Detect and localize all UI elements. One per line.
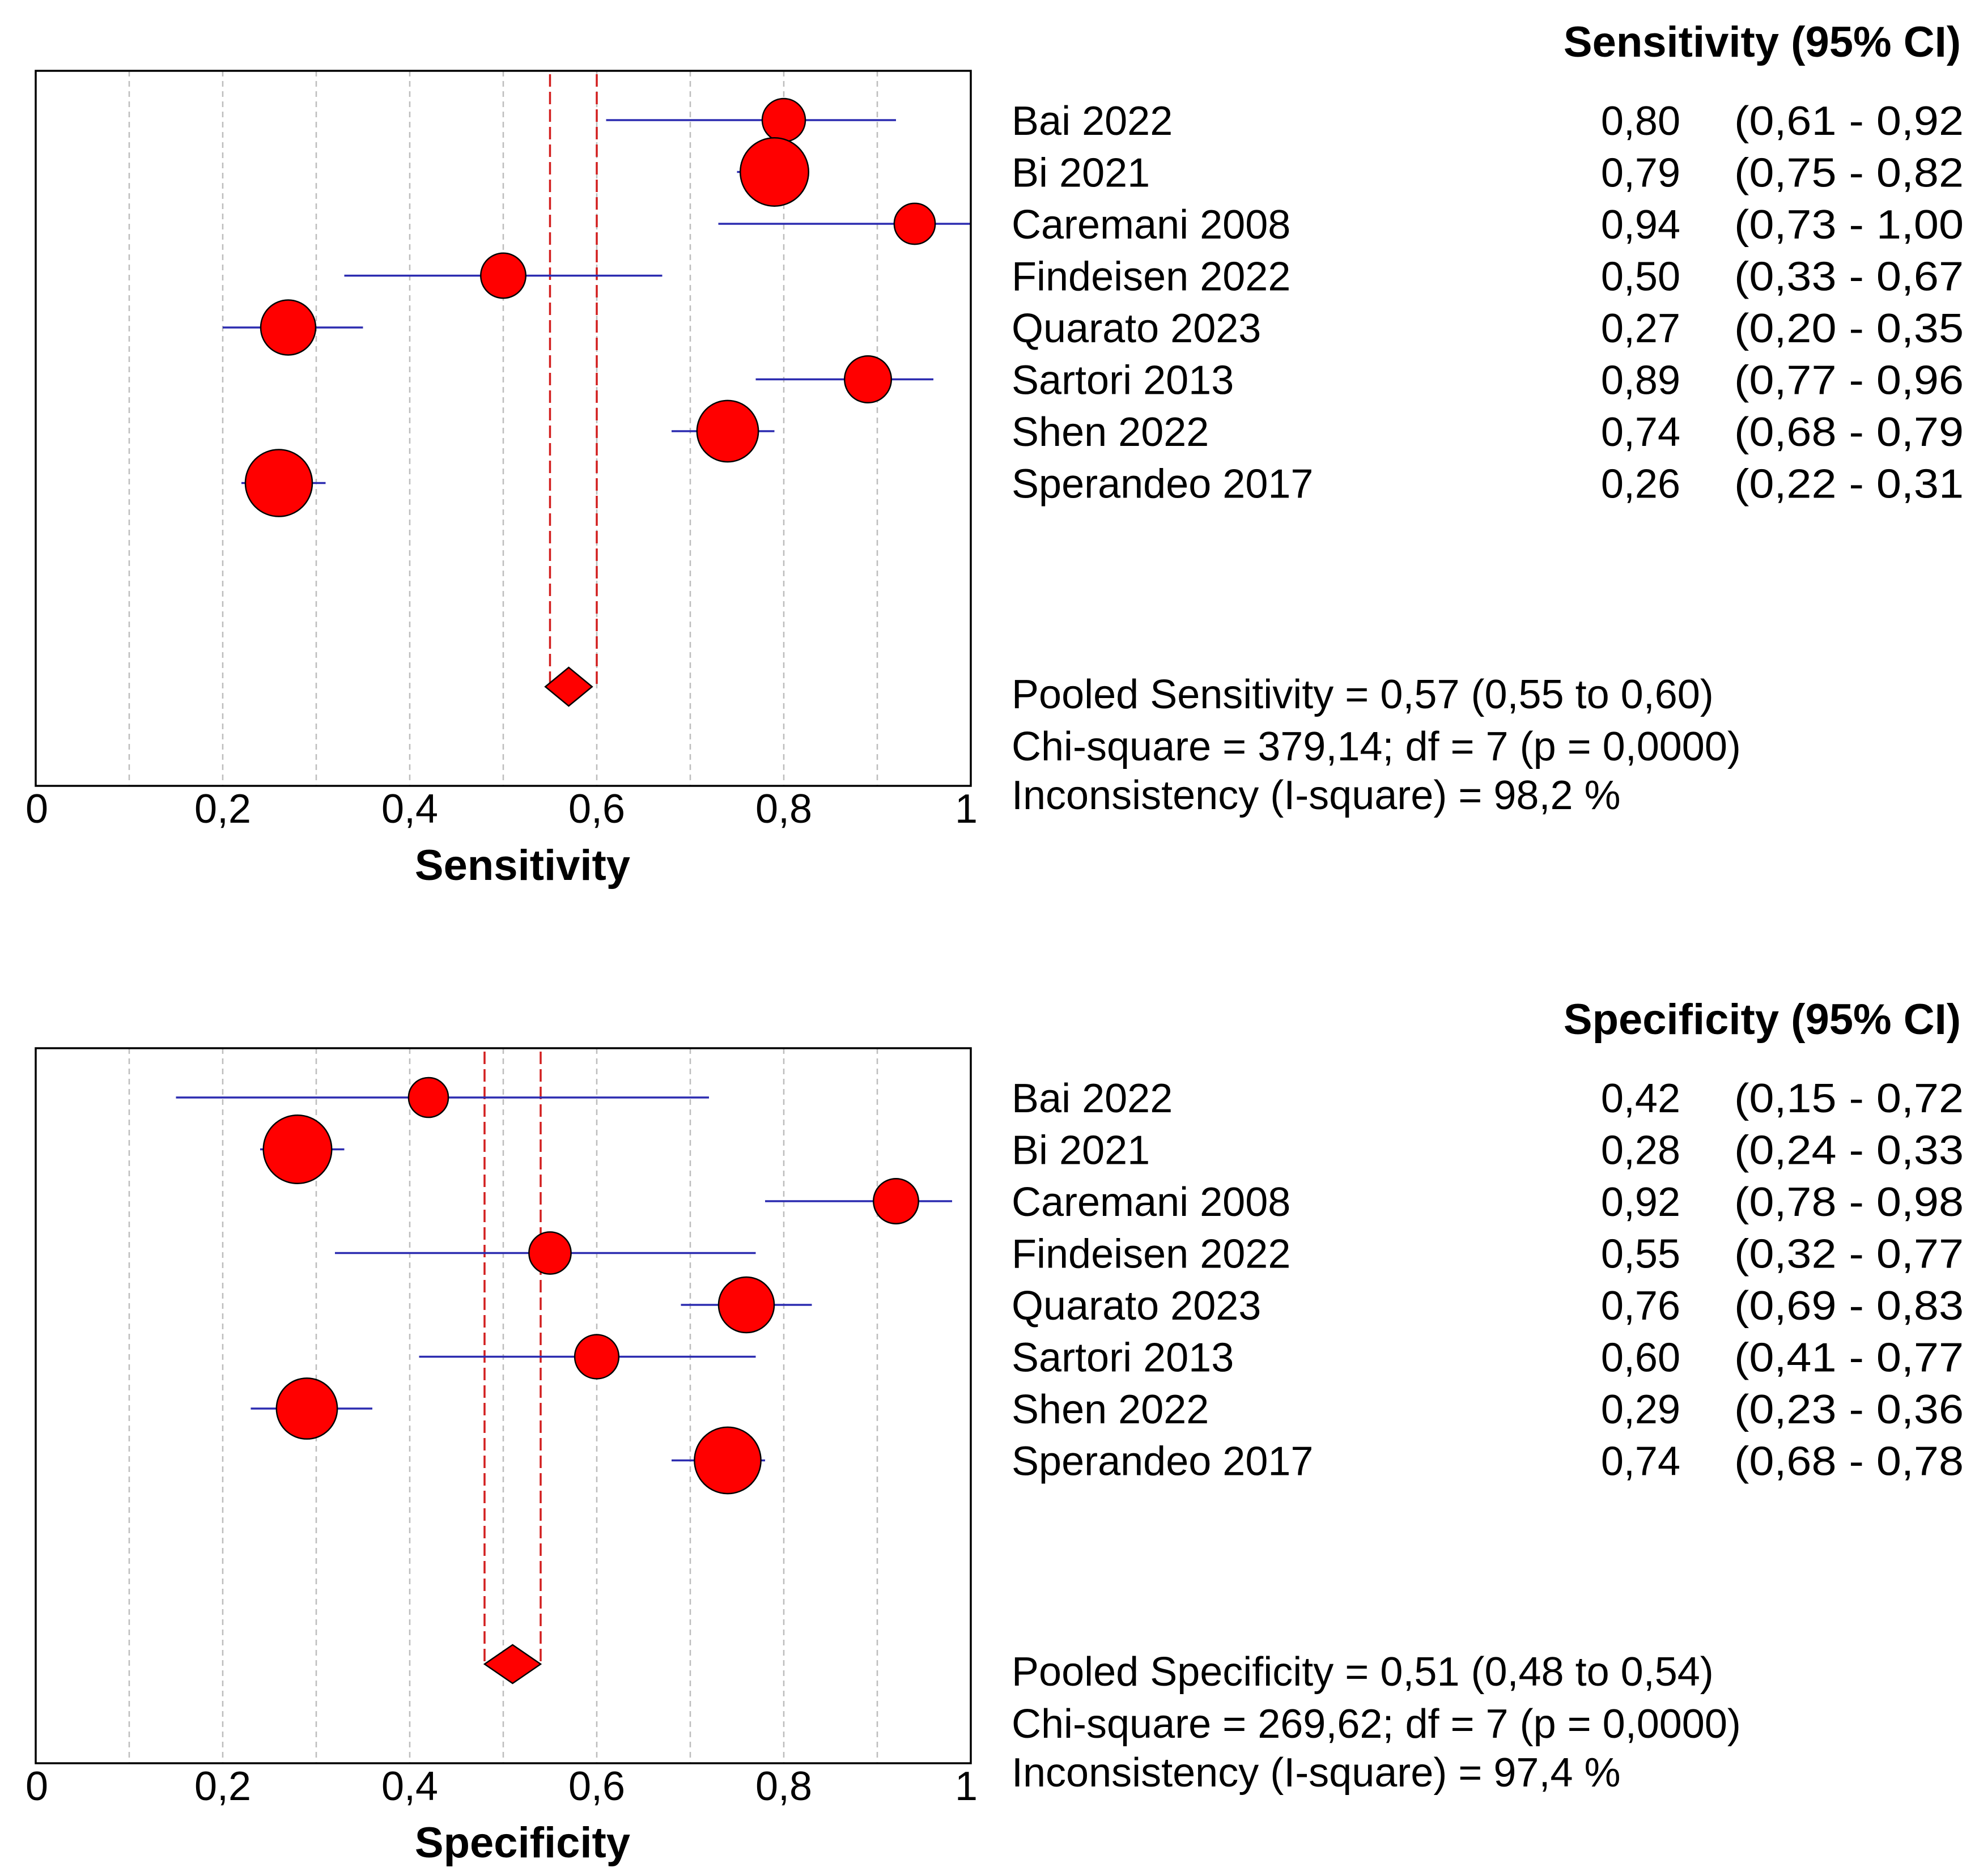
study-name: Bi 2021 bbox=[1012, 151, 1150, 196]
study-estimate: 0,50 bbox=[1601, 254, 1680, 300]
study-name: Sperandeo 2017 bbox=[1012, 462, 1313, 507]
study-ci: (0,68 - 0,78 bbox=[1734, 1439, 1964, 1484]
study-name: Quarato 2023 bbox=[1012, 1283, 1261, 1329]
study-marker bbox=[244, 449, 313, 517]
pooled-diamond bbox=[544, 666, 593, 707]
study-ci: (0,77 - 0,96 bbox=[1734, 358, 1964, 403]
study-ci: (0,23 - 0,36 bbox=[1734, 1387, 1964, 1432]
study-ci: (0,24 - 0,33 bbox=[1734, 1128, 1964, 1173]
study-marker bbox=[717, 1276, 775, 1334]
study-name: Shen 2022 bbox=[1012, 410, 1209, 455]
x-tick-label: 0 bbox=[26, 786, 48, 832]
x-tick-label: 0,2 bbox=[194, 1764, 251, 1809]
study-estimate: 0,76 bbox=[1601, 1283, 1680, 1329]
study-name: Sartori 2013 bbox=[1012, 1335, 1234, 1381]
study-ci: (0,75 - 0,82 bbox=[1734, 151, 1964, 196]
study-ci: (0,41 - 0,77 bbox=[1734, 1335, 1964, 1381]
study-name: Bai 2022 bbox=[1012, 1076, 1173, 1121]
x-tick-label: 0,4 bbox=[381, 786, 438, 832]
x-tick-label: 0,8 bbox=[755, 786, 812, 832]
study-name: Sperandeo 2017 bbox=[1012, 1439, 1313, 1484]
study-ci: (0,61 - 0,92 bbox=[1734, 99, 1964, 144]
x-axis-label: Specificity bbox=[415, 1819, 630, 1867]
study-estimate: 0,94 bbox=[1601, 202, 1680, 248]
study-ci: (0,33 - 0,67 bbox=[1734, 254, 1964, 300]
study-estimate: 0,79 bbox=[1601, 151, 1680, 196]
study-estimate: 0,55 bbox=[1601, 1232, 1680, 1277]
study-ci: (0,69 - 0,83 bbox=[1734, 1283, 1964, 1329]
x-tick-label: 0,8 bbox=[755, 1764, 812, 1809]
study-ci: (0,22 - 0,31 bbox=[1734, 462, 1964, 507]
study-name: Sartori 2013 bbox=[1012, 358, 1234, 403]
study-name: Shen 2022 bbox=[1012, 1387, 1209, 1432]
x-tick-label: 0,4 bbox=[381, 1764, 438, 1809]
study-marker bbox=[740, 137, 809, 207]
study-marker bbox=[694, 1426, 762, 1495]
study-name: Bai 2022 bbox=[1012, 99, 1173, 144]
study-marker bbox=[528, 1231, 572, 1275]
study-ci: (0,15 - 0,72 bbox=[1734, 1076, 1964, 1121]
table-header: Sensitivity (95% CI) bbox=[1564, 18, 1961, 66]
study-name: Caremani 2008 bbox=[1012, 202, 1290, 248]
study-ci: (0,20 - 0,35 bbox=[1734, 306, 1964, 351]
study-marker bbox=[262, 1114, 333, 1184]
x-axis-label: Sensitivity bbox=[415, 841, 630, 890]
study-ci: (0,73 - 1,00 bbox=[1734, 202, 1964, 248]
study-estimate: 0,42 bbox=[1601, 1076, 1680, 1121]
study-ci: (0,68 - 0,79 bbox=[1734, 410, 1964, 455]
inconsistency-text: Inconsistency (I-square) = 97,4 % bbox=[1012, 1750, 1621, 1796]
x-tick-label: 0,6 bbox=[568, 786, 625, 832]
study-estimate: 0,80 bbox=[1601, 99, 1680, 144]
study-name: Bi 2021 bbox=[1012, 1128, 1150, 1173]
study-marker bbox=[843, 355, 893, 404]
plot-frame bbox=[35, 70, 972, 787]
study-estimate: 0,27 bbox=[1601, 306, 1680, 351]
study-estimate: 0,26 bbox=[1601, 462, 1680, 507]
study-marker bbox=[407, 1077, 449, 1118]
pooled-diamond bbox=[483, 1644, 542, 1684]
study-ci: (0,32 - 0,77 bbox=[1734, 1232, 1964, 1277]
inconsistency-text: Inconsistency (I-square) = 98,2 % bbox=[1012, 773, 1621, 818]
study-marker bbox=[275, 1377, 338, 1440]
forest-panel-specificity: Bai 2022 0,42 (0,15 - 0,72 Bi 2021 0,28 (0,24… bbox=[26, 996, 1964, 1867]
study-marker bbox=[893, 202, 936, 245]
study-estimate: 0,89 bbox=[1601, 358, 1680, 403]
study-name: Quarato 2023 bbox=[1012, 306, 1261, 351]
x-tick-label: 0,2 bbox=[194, 786, 251, 832]
pooled-estimate-text: Pooled Specificity = 0,51 (0,48 to 0,54) bbox=[1012, 1649, 1714, 1695]
study-name: Findeisen 2022 bbox=[1012, 254, 1290, 300]
study-estimate: 0,60 bbox=[1601, 1335, 1680, 1381]
study-marker bbox=[574, 1334, 620, 1380]
study-marker bbox=[873, 1178, 919, 1224]
chi-square-text: Chi-square = 269,62; df = 7 (p = 0,0000) bbox=[1012, 1701, 1741, 1747]
x-tick-label: 0 bbox=[26, 1764, 48, 1809]
x-tick-label: 1 bbox=[955, 1764, 978, 1809]
study-estimate: 0,28 bbox=[1601, 1128, 1680, 1173]
study-marker bbox=[696, 399, 759, 463]
plot-frame bbox=[35, 1047, 972, 1764]
study-estimate: 0,92 bbox=[1601, 1180, 1680, 1225]
study-ci: (0,78 - 0,98 bbox=[1734, 1180, 1964, 1225]
study-name: Findeisen 2022 bbox=[1012, 1232, 1290, 1277]
study-estimate: 0,74 bbox=[1601, 1439, 1680, 1484]
x-tick-label: 0,6 bbox=[568, 1764, 625, 1809]
x-tick-label: 1 bbox=[955, 786, 978, 832]
table-header: Specificity (95% CI) bbox=[1564, 996, 1961, 1044]
study-estimate: 0,29 bbox=[1601, 1387, 1680, 1432]
study-marker bbox=[260, 299, 317, 356]
chi-square-text: Chi-square = 379,14; df = 7 (p = 0,0000) bbox=[1012, 724, 1741, 769]
study-estimate: 0,74 bbox=[1601, 410, 1680, 455]
study-marker bbox=[480, 252, 526, 299]
pooled-estimate-text: Pooled Sensitivity = 0,57 (0,55 to 0,60) bbox=[1012, 672, 1714, 717]
study-marker bbox=[761, 97, 806, 143]
study-name: Caremani 2008 bbox=[1012, 1180, 1290, 1225]
